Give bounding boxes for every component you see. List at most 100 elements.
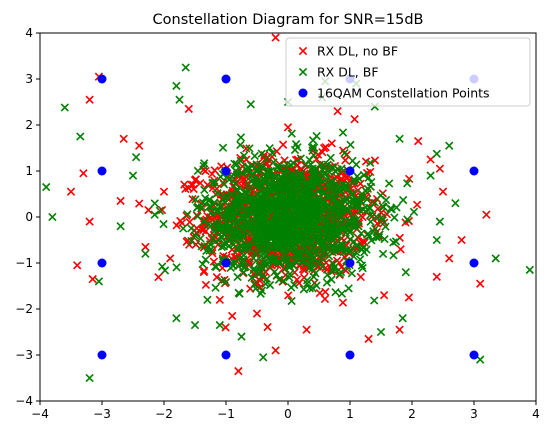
points-layer	[42, 33, 534, 383]
data-point	[374, 233, 384, 242]
constellation-point	[345, 350, 355, 360]
data-point	[309, 143, 319, 152]
data-point	[325, 238, 334, 247]
data-point	[386, 204, 395, 213]
data-point	[304, 199, 313, 208]
data-point	[310, 170, 320, 179]
data-point	[205, 195, 214, 204]
data-point	[206, 209, 216, 218]
data-point	[225, 224, 234, 234]
data-point	[309, 150, 318, 160]
data-point	[239, 263, 249, 272]
data-point	[332, 232, 341, 241]
data-point	[314, 197, 324, 207]
data-point	[358, 212, 367, 222]
series-2	[42, 63, 534, 383]
constellation-point	[469, 166, 479, 176]
data-point	[358, 243, 368, 252]
data-point	[252, 309, 262, 318]
data-point	[403, 179, 412, 188]
data-point	[414, 136, 423, 146]
data-point	[389, 251, 398, 260]
data-point	[363, 229, 373, 238]
data-point	[338, 298, 348, 307]
data-point	[206, 202, 216, 211]
data-point	[380, 234, 389, 244]
data-point	[276, 258, 285, 267]
data-point	[159, 219, 168, 229]
data-point	[261, 251, 270, 260]
data-point	[219, 180, 229, 189]
data-point	[291, 203, 300, 212]
data-point	[257, 201, 266, 211]
data-point	[395, 325, 404, 334]
data-point	[261, 230, 270, 239]
data-point	[200, 159, 209, 168]
data-point	[360, 238, 369, 247]
data-point	[401, 268, 410, 277]
data-point	[341, 156, 350, 165]
data-point	[302, 239, 312, 249]
data-point	[228, 311, 237, 321]
data-point	[349, 178, 359, 187]
y-tick-label: 1	[25, 164, 33, 178]
data-point	[284, 291, 293, 300]
data-point	[278, 140, 288, 149]
data-point	[201, 166, 210, 176]
data-point	[250, 225, 259, 235]
data-point	[309, 243, 318, 253]
x-tick-label: 4	[532, 407, 540, 421]
y-tick-label: −2	[15, 302, 33, 316]
data-point	[315, 258, 324, 268]
data-point	[141, 249, 150, 258]
data-point	[297, 219, 306, 228]
data-point	[128, 171, 138, 180]
data-point	[210, 227, 219, 236]
data-point	[284, 243, 294, 253]
legend-entries: RX DL, no BF RX DL, BF 16QAM Constellation…	[298, 44, 490, 101]
data-point	[362, 195, 372, 204]
data-point	[381, 222, 390, 231]
data-point	[172, 263, 181, 272]
data-point	[342, 205, 351, 214]
legend-entry: RX DL, no BF	[298, 44, 398, 59]
data-point	[235, 254, 244, 263]
data-point	[283, 182, 292, 192]
data-point	[324, 200, 334, 210]
constellation-point	[221, 350, 231, 360]
data-point	[379, 291, 389, 300]
data-point	[390, 213, 399, 222]
data-point	[350, 115, 359, 124]
data-point	[191, 195, 200, 204]
data-point	[396, 245, 405, 254]
data-point	[313, 212, 323, 221]
data-point	[287, 283, 296, 292]
data-point	[201, 280, 211, 290]
data-point	[208, 178, 217, 188]
data-point	[364, 334, 373, 344]
data-point	[257, 286, 267, 295]
data-point	[291, 256, 300, 265]
data-point	[203, 220, 212, 229]
data-point	[331, 198, 340, 207]
data-point	[340, 196, 349, 205]
data-point	[250, 248, 260, 258]
data-point	[221, 277, 231, 287]
chart-title: Constellation Diagram for SNR=15dB	[153, 12, 424, 28]
data-point	[240, 205, 250, 214]
constellation-point	[97, 350, 107, 360]
data-point	[321, 143, 330, 152]
data-point	[94, 277, 104, 286]
constellation-point	[469, 258, 479, 268]
constellation-point	[97, 74, 107, 84]
legend-label: 16QAM Constellation Points	[317, 86, 490, 101]
data-point	[315, 168, 324, 178]
data-point	[190, 231, 200, 240]
data-point	[249, 253, 258, 263]
data-point	[261, 279, 270, 289]
data-point	[273, 206, 282, 216]
data-point	[344, 284, 353, 293]
data-point	[310, 189, 319, 199]
data-point	[257, 225, 266, 234]
data-point	[215, 295, 224, 304]
